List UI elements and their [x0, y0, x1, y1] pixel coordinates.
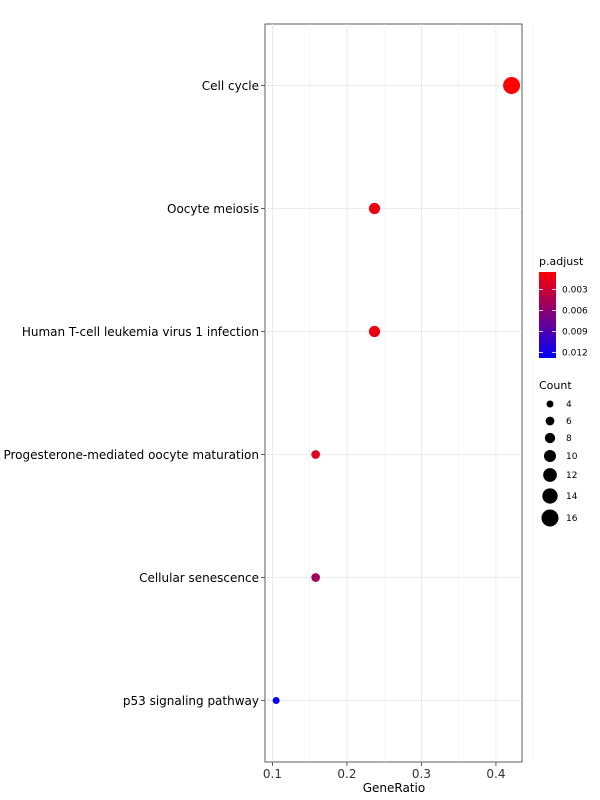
size-legend-dot — [542, 488, 558, 504]
size-legend-label: 16 — [566, 514, 578, 524]
data-point — [272, 697, 280, 704]
data-points — [272, 77, 521, 704]
size-legend-dot — [544, 450, 556, 462]
data-point — [311, 573, 320, 582]
size-legend-label: 8 — [566, 434, 572, 444]
y-category-label: Progesterone-mediated oocyte maturation — [3, 448, 259, 462]
data-point — [503, 77, 521, 94]
axes: 0.1 0.2 0.3 0.4 Cell cycle Oocyte meiosis Huma… — [3, 79, 505, 781]
y-category-label: Cell cycle — [202, 79, 259, 93]
y-category-label: Oocyte meiosis — [167, 202, 259, 216]
plot-panel — [264, 23, 523, 763]
size-legend-title: Count — [539, 379, 572, 392]
color-legend-label: 0.009 — [562, 327, 588, 337]
color-legend-label: 0.003 — [562, 285, 588, 295]
size-legend-label: 6 — [566, 417, 572, 427]
x-tick-label: 0.4 — [486, 767, 505, 781]
size-legend-dot — [544, 432, 556, 444]
x-axis-title: GeneRatio — [363, 781, 425, 795]
size-legend-dot — [546, 400, 554, 408]
y-category-label: Cellular senescence — [139, 571, 259, 585]
size-legend-dot — [545, 416, 555, 426]
size-legend-dot — [543, 468, 557, 482]
size-legend-label: 10 — [566, 452, 578, 462]
data-point — [368, 325, 381, 338]
y-category-label: Human T-cell leukemia virus 1 infection — [22, 325, 259, 339]
color-legend-label: 0.012 — [562, 348, 588, 358]
y-category-label: p53 signaling pathway — [123, 694, 259, 708]
x-tick-label: 0.1 — [263, 767, 282, 781]
size-legend-label: 12 — [566, 471, 577, 481]
size-legend-label: 4 — [566, 400, 572, 410]
x-tick-label: 0.3 — [412, 767, 431, 781]
color-legend-bar — [539, 272, 556, 358]
color-legend: p.adjust 0.003 0.006 0.009 0.012 — [539, 255, 588, 358]
data-point — [311, 450, 320, 459]
grid-lines — [265, 24, 534, 762]
color-legend-label: 0.006 — [562, 306, 588, 316]
x-tick-label: 0.2 — [337, 767, 356, 781]
size-legend-dot — [541, 509, 559, 527]
size-legend-label: 14 — [566, 492, 578, 502]
data-point — [368, 202, 381, 215]
color-legend-title: p.adjust — [539, 255, 584, 268]
size-legend: Count 4 6 8 10 12 14 16 — [539, 379, 578, 527]
